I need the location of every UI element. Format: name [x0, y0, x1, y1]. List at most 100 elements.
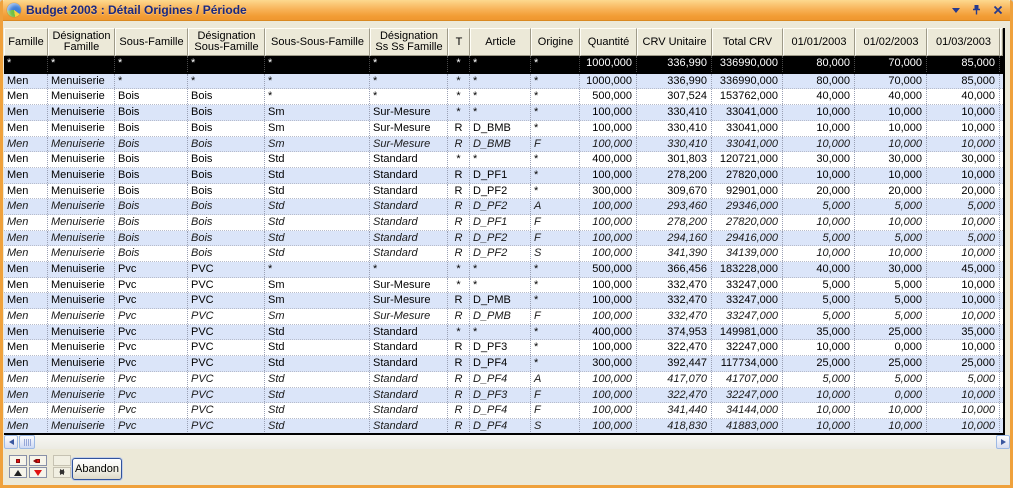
cell[interactable]: 33247,000	[712, 278, 783, 293]
nav-button-blank[interactable]	[53, 455, 71, 466]
cell[interactable]: 10,000	[927, 215, 1000, 230]
cell[interactable]: Std	[265, 340, 370, 355]
cell[interactable]: Menuiserie	[48, 340, 115, 355]
cell[interactable]: 20,000	[783, 184, 855, 199]
cell[interactable]: 40,000	[927, 89, 1000, 104]
cell[interactable]: Bois	[115, 246, 188, 261]
cell[interactable]: 10,000	[927, 419, 1000, 434]
cell[interactable]: 80,000	[783, 74, 855, 89]
cell[interactable]: Menuiserie	[48, 309, 115, 324]
cell[interactable]: 5,000	[927, 231, 1000, 246]
cell[interactable]: *	[370, 262, 448, 277]
cell[interactable]: Men	[4, 278, 48, 293]
cell[interactable]: Menuiserie	[48, 121, 115, 136]
cell[interactable]: 10,000	[927, 168, 1000, 183]
column-header-01-01-2003[interactable]: 01/01/2003	[783, 28, 855, 56]
cell[interactable]: 100,000	[580, 419, 637, 434]
cell[interactable]: 10,000	[927, 309, 1000, 324]
cell[interactable]: D_PF2	[470, 199, 531, 214]
cell[interactable]: Menuiserie	[48, 74, 115, 89]
cell[interactable]: 10,000	[855, 121, 927, 136]
cell[interactable]: R	[448, 184, 470, 199]
cell[interactable]: *	[531, 184, 580, 199]
cell[interactable]: 27820,000	[712, 215, 783, 230]
cell[interactable]: S	[531, 246, 580, 261]
cell[interactable]: PVC	[188, 372, 265, 387]
cell[interactable]: Standard	[370, 168, 448, 183]
cell[interactable]: Sur-Mesure	[370, 278, 448, 293]
cell[interactable]: F	[531, 231, 580, 246]
cell[interactable]: Standard	[370, 419, 448, 434]
cell[interactable]: Men	[4, 293, 48, 308]
cell[interactable]: 30,000	[855, 262, 927, 277]
cell[interactable]: Bois	[188, 231, 265, 246]
cell[interactable]: Std	[265, 199, 370, 214]
cell[interactable]: 117734,000	[712, 356, 783, 371]
table-row[interactable]: MenMenuiseriePvcPVCStdStandardRD_PF4F100…	[4, 403, 1003, 419]
cell[interactable]: Standard	[370, 246, 448, 261]
cell[interactable]: 332,470	[637, 278, 712, 293]
table-row[interactable]: MenMenuiseriePvcPVCStdStandardRD_PF3*100…	[4, 340, 1003, 356]
cell[interactable]: Menuiserie	[48, 325, 115, 340]
cell[interactable]: 34139,000	[712, 246, 783, 261]
cell[interactable]: Bois	[115, 231, 188, 246]
cell[interactable]: 293,460	[637, 199, 712, 214]
cell[interactable]: Pvc	[115, 356, 188, 371]
cell[interactable]: 400,000	[580, 325, 637, 340]
cell[interactable]: Menuiserie	[48, 388, 115, 403]
cell[interactable]: Menuiserie	[48, 293, 115, 308]
cell[interactable]: 33041,000	[712, 105, 783, 120]
cell[interactable]: *	[531, 262, 580, 277]
cell[interactable]: Bois	[115, 199, 188, 214]
cell[interactable]: 100,000	[580, 105, 637, 120]
cell[interactable]: D_PF2	[470, 231, 531, 246]
cell[interactable]: 10,000	[783, 419, 855, 434]
cell[interactable]: 153762,000	[712, 89, 783, 104]
cell[interactable]: S	[531, 419, 580, 434]
cell[interactable]: 392,447	[637, 356, 712, 371]
cell[interactable]: PVC	[188, 293, 265, 308]
cell[interactable]: Pvc	[115, 278, 188, 293]
cell[interactable]: Std	[265, 152, 370, 167]
cell[interactable]: Men	[4, 74, 48, 89]
table-row[interactable]: MenMenuiseriePvcPVCStdStandardRD_PF4A100…	[4, 372, 1003, 388]
scroll-right-button[interactable]	[996, 435, 1010, 449]
cell[interactable]: Men	[4, 215, 48, 230]
cell[interactable]: 300,000	[580, 356, 637, 371]
cell[interactable]: 40,000	[783, 262, 855, 277]
cell[interactable]: Std	[265, 403, 370, 418]
close-button[interactable]	[990, 3, 1005, 18]
cell[interactable]: R	[448, 372, 470, 387]
table-row[interactable]: MenMenuiserieBoisBoisSmSur-Mesure***100,…	[4, 105, 1003, 121]
cell[interactable]: 309,670	[637, 184, 712, 199]
cell[interactable]: Menuiserie	[48, 419, 115, 434]
cell[interactable]: 330,410	[637, 105, 712, 120]
cell[interactable]: 10,000	[927, 340, 1000, 355]
cell[interactable]: Bois	[115, 89, 188, 104]
cell[interactable]: Men	[4, 152, 48, 167]
cell[interactable]: Menuiserie	[48, 89, 115, 104]
cell[interactable]: 85,000	[927, 56, 1000, 72]
cell[interactable]: Std	[265, 356, 370, 371]
cell[interactable]: Bois	[188, 121, 265, 136]
cell[interactable]: F	[531, 388, 580, 403]
cell[interactable]: 25,000	[855, 356, 927, 371]
cell[interactable]: Sur-Mesure	[370, 293, 448, 308]
cell[interactable]: Menuiserie	[48, 278, 115, 293]
cell[interactable]: F	[531, 215, 580, 230]
table-row[interactable]: MenMenuiserieBoisBoisStdStandardRD_PF1F1…	[4, 215, 1003, 231]
cell[interactable]: 336990,000	[712, 74, 783, 89]
cell[interactable]: D_PF3	[470, 340, 531, 355]
cell[interactable]: 400,000	[580, 152, 637, 167]
cell[interactable]: 0,000	[855, 388, 927, 403]
cell[interactable]: 100,000	[580, 340, 637, 355]
cell[interactable]: Bois	[115, 152, 188, 167]
cell[interactable]: *	[531, 152, 580, 167]
cell[interactable]: *	[370, 56, 448, 72]
cell[interactable]: 10,000	[855, 246, 927, 261]
cell[interactable]: Men	[4, 262, 48, 277]
table-row[interactable]: MenMenuiserieBoisBoisSmSur-MesureRD_BMB*…	[4, 121, 1003, 137]
cell[interactable]: 10,000	[783, 137, 855, 152]
cell[interactable]: Pvc	[115, 340, 188, 355]
cell[interactable]: Sm	[265, 121, 370, 136]
